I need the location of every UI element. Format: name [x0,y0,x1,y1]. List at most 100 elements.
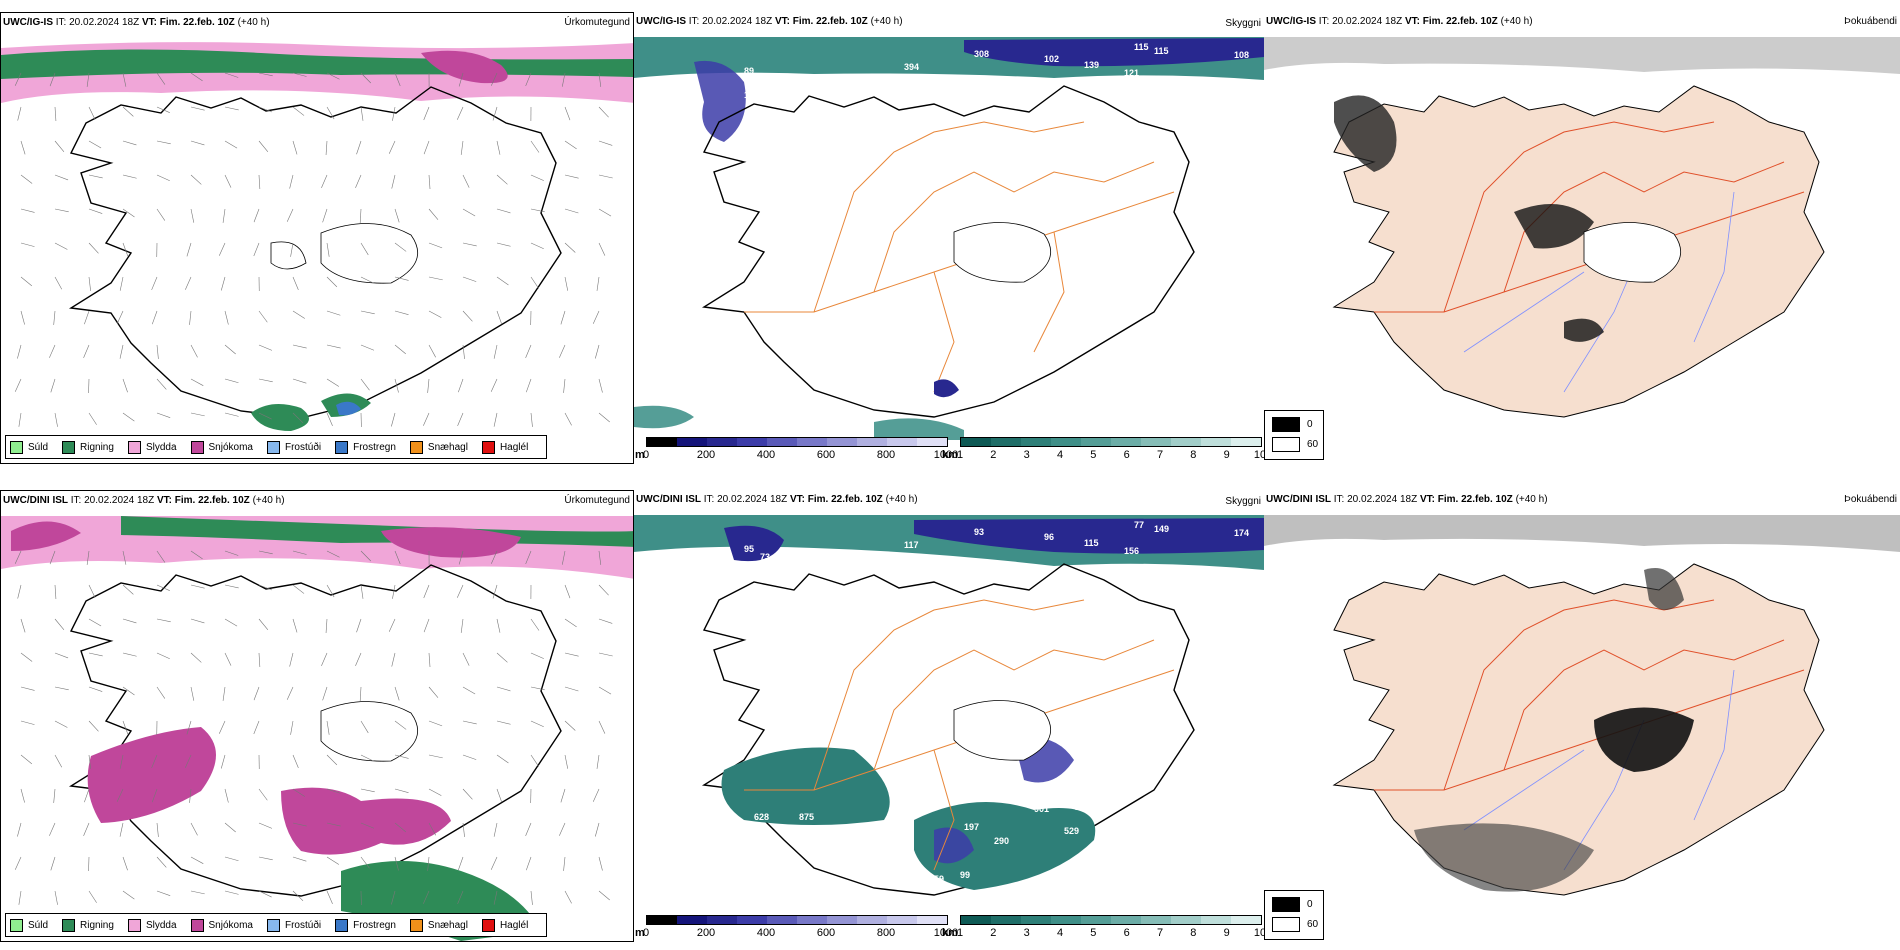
wind-barb [190,412,205,417]
fog-north-band [1264,37,1900,74]
wind-barb [224,344,236,355]
wind-barb [218,720,226,734]
wind-barb [290,242,294,257]
wind-barb [156,686,166,699]
wind-barb [151,788,158,803]
legend-label: Snæhagl [427,919,468,931]
colorbar-segment [887,438,917,446]
glacier-outline [953,700,1052,761]
wind-barb [394,686,400,701]
colorbar-unit: m [635,449,645,461]
wind-barb [156,72,166,85]
wind-barb [190,174,202,185]
wind-barb [292,344,307,349]
wind-barb [428,822,436,836]
wind-barb [326,822,341,827]
fog-south [1414,823,1594,892]
wind-barb [394,720,407,730]
wind-barb [20,720,35,725]
panel-header: UWC/DINI ISL IT: 20.02.2024 18Z VT: Fim.… [1266,494,1548,505]
wind-barb [462,310,473,322]
wind-barb [258,344,273,351]
colorbar-segment [917,438,947,446]
iceland-outline [701,85,1195,418]
iceland-land [1332,85,1825,418]
wind-barb [595,822,600,837]
wind-barb [559,344,566,358]
wind-barb [224,856,239,862]
wind-barb [156,856,167,868]
wind-barb [493,344,498,359]
legend-label: Frostúði [284,919,322,931]
legend-swatch [62,918,76,932]
wind-barb [88,618,102,627]
wind-barb [598,652,613,657]
wind-barb [391,174,396,189]
visibility-value-label: 73 [760,552,770,562]
wind-barb [530,652,544,659]
legend-swatch [266,440,280,454]
legend-label: Snæhagl [427,441,468,453]
wind-barb [86,72,90,87]
panel-header: UWC/DINI ISL IT: 20.02.2024 18Z VT: Fim.… [636,494,918,505]
colorbar-tick: 5 [1090,927,1097,939]
wind-barb [156,652,170,660]
colorbar-tick: 0 [642,449,650,461]
colorbar-segment [1081,438,1111,446]
legend-swatch [10,918,23,932]
precip-legend: Súld Rigning Slydda Snjókoma Frostúði Fr… [5,435,548,459]
colorbar-tick: 10 [1253,927,1264,939]
wind-barb [253,686,260,701]
wind-barb [253,242,260,257]
wind-barb [563,856,566,871]
cloudbase-south [934,379,959,398]
colorbar-segment [1171,438,1201,446]
cloud-base-bar [646,437,948,447]
wind-barb [292,140,298,155]
visibility-value-label: 522 [1074,802,1089,812]
fog-map-row2 [1264,515,1900,896]
visibility-value-label: 95 [744,544,754,554]
precip-snow-north [11,521,521,558]
wind-barb [428,242,443,249]
glacier-outline [1583,222,1682,283]
wind-barb [258,652,261,667]
wind-barb [525,856,532,871]
wind-barb [151,754,158,769]
wind-barb [14,856,22,870]
wind-barb [394,72,401,87]
wind-barb [122,890,135,900]
wind-barb [360,584,364,599]
colorbar-tick: 8 [1190,449,1197,461]
wind-barb [20,652,33,662]
wind-barb [598,72,602,87]
wind-barb [50,378,56,393]
legend-label: Frostregn [353,441,396,453]
wind-barb [17,584,22,599]
fog-legend: 0 60 [1264,410,1324,460]
colorbar-segment [1231,438,1261,446]
wind-barb [20,686,35,691]
wind-barb [190,856,204,864]
wind-barb [491,550,498,564]
visibility-value-label: 77 [738,136,748,146]
precip-map-row2 [1,516,633,941]
wind-barb [423,106,430,121]
wind-barb [458,550,464,565]
legend-swatch [190,918,204,932]
wind-barb [423,412,430,426]
visibility-value-label: 89 [744,66,754,76]
colorbar-segment [917,916,947,924]
wind-barb [122,412,135,422]
wind-barb [54,208,69,213]
wind-barb [564,890,572,904]
wind-barb [189,788,192,803]
wind-barb [392,584,396,599]
wind-barb [428,276,443,281]
wind-barb [156,412,171,418]
colorbar-unit: km [942,927,958,939]
wind-barb [391,412,396,427]
panel-header: UWC/IG-IS IT: 20.02.2024 18Z VT: Fim. 22… [636,16,903,27]
wind-barb [190,550,203,560]
